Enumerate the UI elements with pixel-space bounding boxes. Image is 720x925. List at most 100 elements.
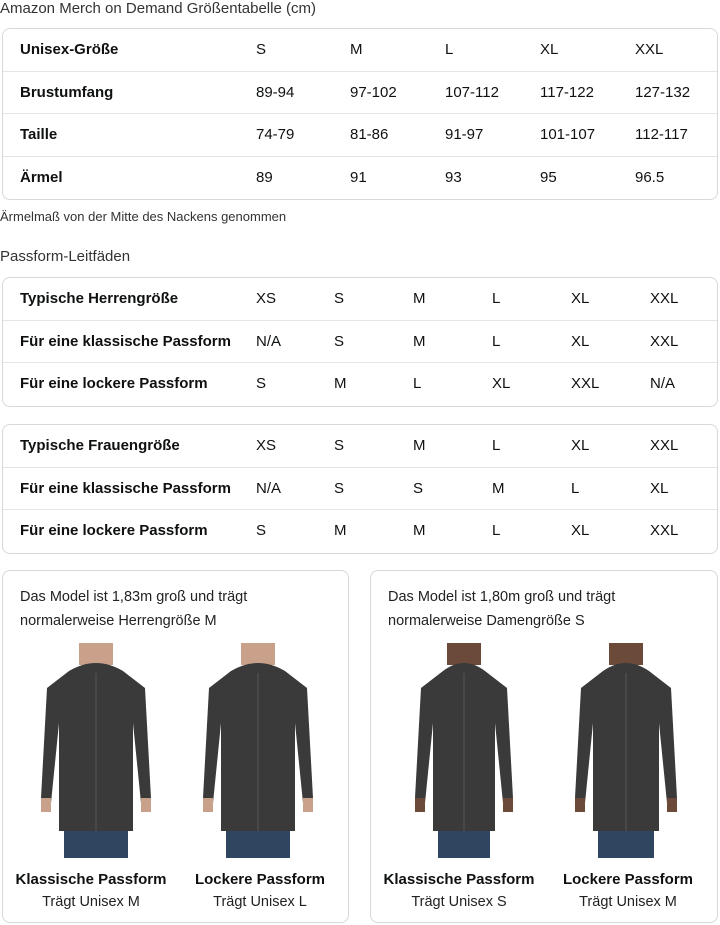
table-cell: L	[571, 479, 580, 497]
table-cell: L	[445, 41, 454, 58]
relaxed-fit-model-image	[193, 643, 323, 863]
table-cell: 117-122	[540, 83, 594, 101]
row-label: Ärmel	[20, 168, 63, 186]
table-cell: 101-107	[540, 126, 596, 143]
table-cell: L	[413, 375, 422, 392]
table-cell: XXL	[571, 375, 600, 392]
table-cell: XL	[571, 290, 590, 307]
table-cell: XXL	[650, 290, 679, 307]
table-cell: M	[334, 375, 347, 392]
table-cell: 107-112	[445, 83, 499, 101]
table-cell: 81-86	[350, 126, 389, 143]
fit-title: Klassische Passform	[383, 871, 535, 888]
table-cell: S	[334, 437, 345, 454]
table-row: Typische Herrengröße XS S M L XL XXL	[3, 278, 717, 321]
page-title: Amazon Merch on Demand Größentabelle (cm…	[0, 0, 316, 17]
table-cell: 95	[540, 168, 557, 186]
row-label: Typische Herrengröße	[20, 290, 179, 307]
table-cell: M	[413, 332, 426, 350]
table-cell: 89-94	[256, 83, 295, 101]
table-cell: M	[350, 41, 363, 58]
table-cell: XL	[492, 375, 511, 392]
table-cell: XXL	[635, 41, 664, 58]
table-cell: XL	[571, 522, 590, 539]
classic-fit-model-image	[399, 643, 529, 863]
table-cell: 89	[256, 168, 273, 186]
table-cell: N/A	[256, 332, 282, 350]
table-cell: L	[492, 290, 501, 307]
table-cell: 91-97	[445, 126, 484, 143]
table-cell: M	[492, 479, 505, 497]
fit-size: Trägt Unisex S	[411, 894, 507, 910]
men-fit-table: Typische Herrengröße XS S M L XL XXL Für eine k…	[2, 277, 718, 407]
table-cell: M	[413, 437, 426, 454]
fit-size: Trägt Unisex M	[579, 894, 677, 910]
fit-guide-title: Passform-Leitfäden	[0, 248, 131, 265]
size-table: Unisex-Größe S M L XL XXL Brustumfang 89-94 97-1…	[2, 28, 718, 200]
table-cell: XL	[540, 41, 559, 58]
table-row: Unisex-Größe S M L XL XXL	[3, 29, 717, 72]
table-row: Typische Frauengröße XS S M L XL XXL	[3, 425, 717, 468]
model-info-line: Das Model ist 1,80m groß und trägt	[388, 589, 616, 605]
fit-size: Trägt Unisex M	[42, 894, 140, 910]
table-cell: 96.5	[635, 168, 665, 186]
fit-title: Lockere Passform	[562, 871, 694, 888]
table-cell: M	[334, 522, 347, 539]
table-row: Ärmel 89 91 93 95 96.5	[3, 157, 717, 200]
model-info-line: Das Model ist 1,83m groß und trägt	[20, 589, 248, 605]
table-cell: M	[413, 290, 426, 307]
relaxed-fit-model-image	[561, 643, 691, 863]
row-label: Taille	[20, 126, 58, 143]
table-cell: N/A	[650, 375, 676, 392]
table-cell: S	[334, 479, 345, 497]
table-cell: S	[334, 332, 345, 350]
row-label: Für eine lockere Passform	[20, 522, 208, 539]
women-model-card: Das Model ist 1,80m groß und trägt normal…	[370, 570, 718, 923]
table-cell: N/A	[256, 479, 282, 497]
row-label: Brustumfang	[20, 83, 114, 101]
table-cell: XL	[650, 479, 669, 497]
fit-title: Lockere Passform	[194, 871, 326, 888]
model-info-line: normalerweise Damengröße S	[388, 613, 585, 629]
sleeve-note: Ärmelmaß von der Mitte des Nackens genom…	[0, 209, 287, 224]
women-fit-table: Typische Frauengröße XS S M L XL XXL Für eine k…	[2, 424, 718, 554]
table-cell: XS	[256, 290, 277, 307]
row-label: Typische Frauengröße	[20, 437, 180, 454]
table-cell: S	[413, 479, 424, 497]
table-cell: XXL	[650, 332, 679, 350]
table-row: Für eine lockere Passform S M M L XL XXL	[3, 510, 717, 553]
row-label: Unisex-Größe	[20, 41, 119, 58]
table-cell: 93	[445, 168, 462, 186]
row-label: Für eine lockere Passform	[20, 375, 208, 392]
table-row: Taille 74-79 81-86 91-97 101-107 112-117	[3, 114, 717, 157]
table-row: Brustumfang 89-94 97-102 107-112 117-122 127-…	[3, 72, 717, 114]
table-cell: L	[492, 332, 501, 350]
table-cell: 91	[350, 168, 367, 186]
table-row: Für eine klassische Passform N/A S M L XL XXL	[3, 321, 717, 363]
table-cell: S	[334, 290, 345, 307]
model-info-line: normalerweise Herrengröße M	[20, 613, 217, 629]
table-cell: M	[413, 522, 426, 539]
table-cell: 74-79	[256, 126, 295, 143]
table-row: Für eine lockere Passform S M L XL XXL N/A	[3, 363, 717, 406]
row-label: Für eine klassische Passform	[20, 479, 231, 497]
classic-fit-model-image	[31, 643, 161, 863]
row-label: Für eine klassische Passform	[20, 332, 231, 350]
table-cell: XXL	[650, 437, 679, 454]
table-cell: L	[492, 522, 501, 539]
table-cell: S	[256, 375, 267, 392]
table-cell: XS	[256, 437, 277, 454]
table-cell: L	[492, 437, 501, 454]
table-cell: S	[256, 41, 267, 58]
table-cell: S	[256, 522, 267, 539]
table-cell: XXL	[650, 522, 679, 539]
men-model-card: Das Model ist 1,83m groß und trägt normal…	[2, 570, 349, 923]
table-cell: 112-117	[635, 126, 688, 143]
fit-size: Trägt Unisex L	[213, 894, 307, 910]
table-cell: XL	[571, 332, 590, 350]
table-cell: XL	[571, 437, 590, 454]
table-cell: 127-132	[635, 83, 691, 101]
table-row: Für eine klassische Passform N/A S S M L XL	[3, 468, 717, 510]
fit-title: Klassische Passform	[15, 871, 167, 888]
table-cell: 97-102	[350, 83, 397, 101]
